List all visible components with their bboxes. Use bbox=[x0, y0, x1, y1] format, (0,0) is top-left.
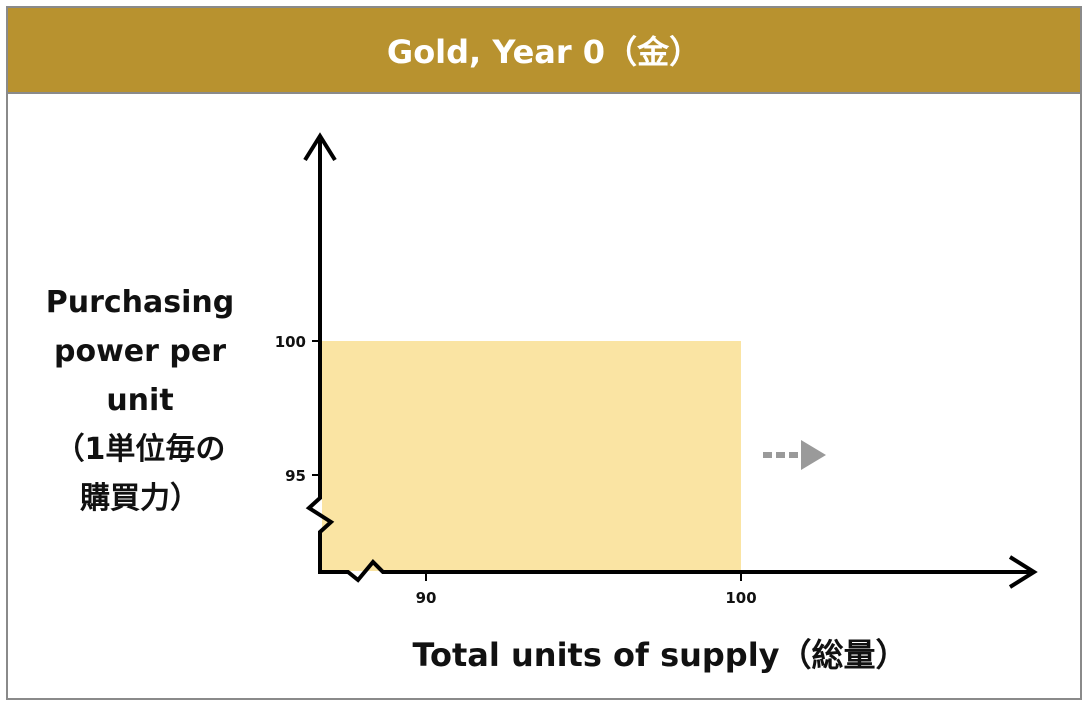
arrow-head bbox=[801, 440, 826, 470]
supply-rectangle bbox=[322, 341, 741, 571]
y-axis-label: Purchasing power per unit （1単位毎の 購買力） bbox=[30, 278, 250, 523]
y-tick-label-100: 100 bbox=[275, 333, 306, 351]
x-axis-line bbox=[318, 559, 1030, 583]
x-axis-label: Total units of supply（総量） bbox=[412, 636, 908, 674]
arrow-dot bbox=[776, 452, 785, 458]
y-axis-label-line: 購買力） bbox=[80, 481, 200, 516]
title-bar: Gold, Year 0（金） bbox=[8, 8, 1080, 92]
arrow-dot bbox=[789, 452, 798, 458]
y-axis-label-line: unit bbox=[106, 383, 174, 418]
chart-title: Gold, Year 0（金） bbox=[386, 33, 702, 71]
y-axis-arrowhead bbox=[303, 132, 337, 162]
x-axis-arrowhead bbox=[1008, 555, 1038, 589]
y-axis-label-line: power per bbox=[53, 334, 226, 369]
y-axis-line bbox=[305, 140, 335, 572]
x-tick-label-100: 100 bbox=[725, 589, 756, 607]
expansion-arrow bbox=[763, 440, 826, 470]
y-axis-label-line: （1単位毎の bbox=[54, 432, 226, 467]
title-divider bbox=[8, 92, 1080, 94]
y-tick-label-95: 95 bbox=[285, 467, 306, 485]
arrow-dot bbox=[763, 452, 772, 458]
y-axis-label-line: Purchasing bbox=[45, 285, 235, 320]
chart-panel: Gold, Year 0（金） bbox=[6, 6, 1082, 700]
x-tick-label-90: 90 bbox=[416, 589, 437, 607]
